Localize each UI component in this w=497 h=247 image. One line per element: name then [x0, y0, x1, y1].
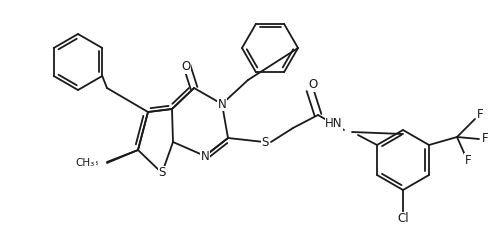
Text: CH₃: CH₃ [76, 158, 95, 168]
Text: Cl: Cl [397, 212, 409, 226]
Text: CH₃: CH₃ [80, 157, 99, 167]
Text: N: N [201, 149, 209, 163]
Text: S: S [159, 166, 166, 180]
Text: O: O [181, 61, 191, 74]
Text: O: O [308, 79, 318, 91]
Text: HN: HN [325, 118, 343, 130]
Text: F: F [477, 108, 483, 122]
Text: S: S [261, 136, 269, 148]
Text: N: N [218, 98, 226, 110]
Text: F: F [465, 153, 471, 166]
Text: F: F [482, 131, 488, 144]
